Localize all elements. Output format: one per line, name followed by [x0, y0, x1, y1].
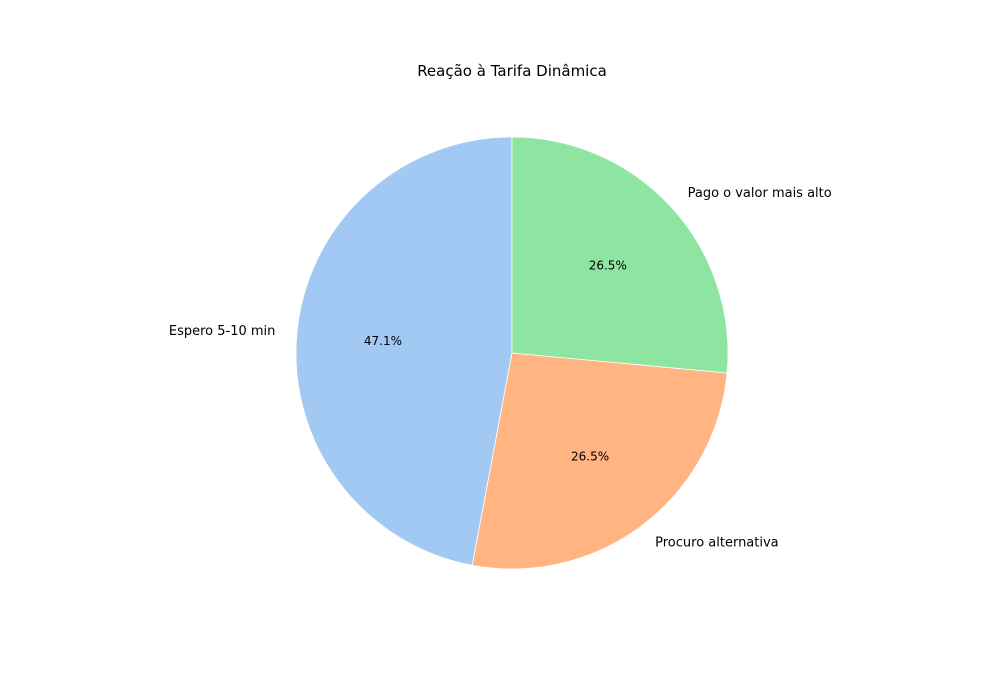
slice-label-0: Espero 5-10 min: [169, 324, 276, 339]
pie-slice-0: [295, 136, 513, 566]
slice-label-1: Procuro alternativa: [655, 536, 779, 551]
slice-label-2: Pago o valor mais alto: [688, 186, 832, 201]
slice-percent-1: 26.5%: [571, 449, 609, 463]
slice-percent-0: 47.1%: [364, 334, 402, 348]
pie-slice-2: [511, 136, 729, 374]
pie-slice-1: [471, 352, 728, 570]
chart-title: Reação à Tarifa Dinâmica: [417, 62, 607, 80]
pie-slices: [295, 136, 729, 570]
pie-labels: Espero 5-10 min 47.1% Procuro alternativa 2…: [169, 186, 832, 551]
slice-percent-2: 26.5%: [589, 259, 627, 273]
